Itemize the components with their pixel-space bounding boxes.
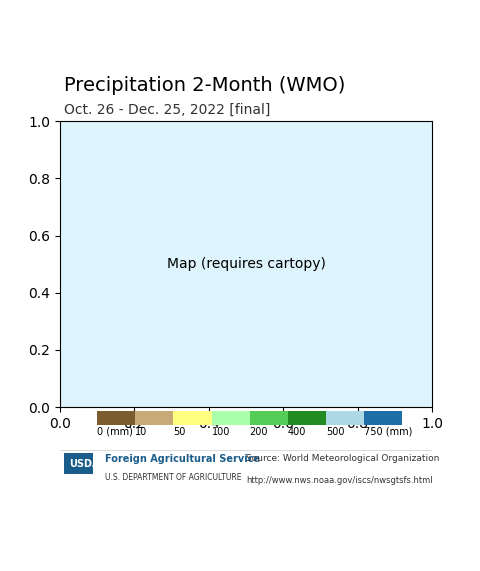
Text: Precipitation 2-Month (WMO): Precipitation 2-Month (WMO)	[64, 77, 345, 95]
FancyBboxPatch shape	[364, 411, 402, 425]
FancyBboxPatch shape	[212, 411, 250, 425]
Text: http://www.nws.noaa.gov/iscs/nwsgtsfs.html: http://www.nws.noaa.gov/iscs/nwsgtsfs.ht…	[246, 476, 432, 485]
FancyBboxPatch shape	[97, 411, 135, 425]
FancyBboxPatch shape	[135, 411, 173, 425]
Text: 50: 50	[173, 427, 186, 437]
FancyBboxPatch shape	[173, 411, 212, 425]
Text: Map (requires cartopy): Map (requires cartopy)	[167, 257, 325, 271]
Text: 0 (mm): 0 (mm)	[97, 427, 133, 437]
FancyBboxPatch shape	[250, 411, 288, 425]
FancyBboxPatch shape	[326, 411, 364, 425]
Text: 750 (mm): 750 (mm)	[364, 427, 412, 437]
Text: 100: 100	[212, 427, 230, 437]
Text: 500: 500	[326, 427, 345, 437]
Text: 400: 400	[288, 427, 306, 437]
Text: Oct. 26 - Dec. 25, 2022 [final]: Oct. 26 - Dec. 25, 2022 [final]	[64, 103, 270, 117]
Text: USDA: USDA	[69, 459, 100, 469]
Text: 200: 200	[250, 427, 268, 437]
FancyBboxPatch shape	[288, 411, 326, 425]
FancyBboxPatch shape	[64, 453, 94, 475]
Text: Source: World Meteorological Organization: Source: World Meteorological Organizatio…	[246, 455, 439, 464]
Text: 10: 10	[135, 427, 147, 437]
Text: U.S. DEPARTMENT OF AGRICULTURE: U.S. DEPARTMENT OF AGRICULTURE	[105, 473, 241, 482]
Text: Foreign Agricultural Service: Foreign Agricultural Service	[105, 454, 260, 464]
